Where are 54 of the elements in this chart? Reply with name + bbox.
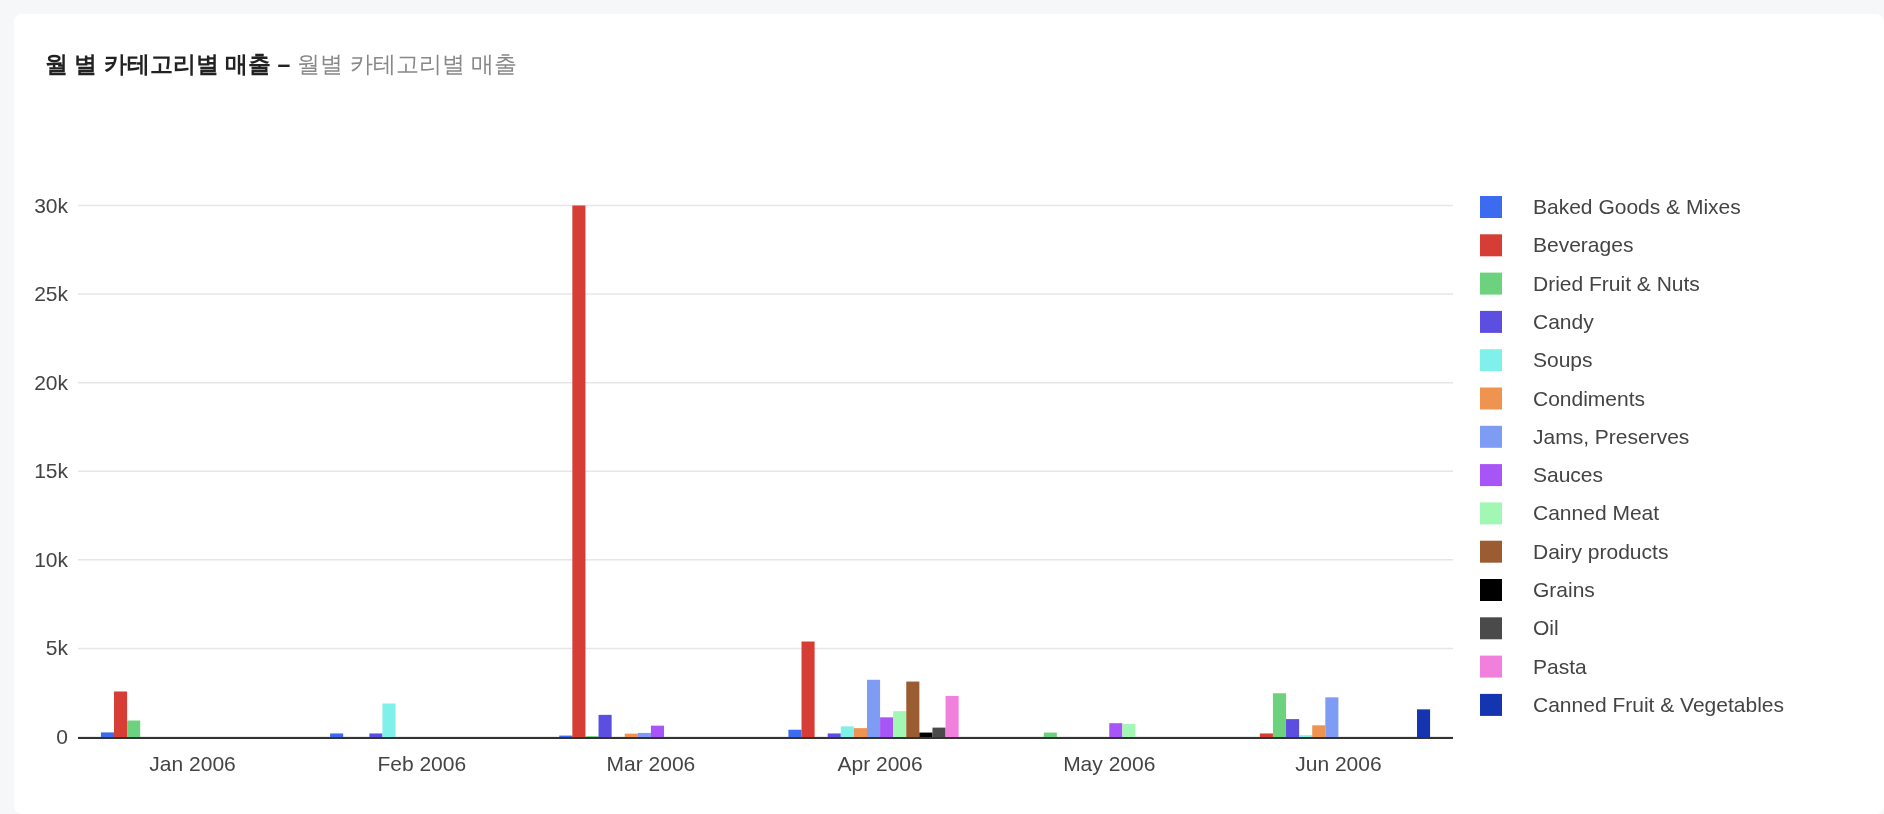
bar [788,729,802,737]
bar [1272,693,1287,737]
y-tick-label: 0 [56,725,68,748]
bar [801,641,815,737]
bar [853,728,867,737]
bar [637,732,651,737]
legend-label: Dried Fruit & Nuts [1533,271,1700,295]
bar [1325,697,1339,737]
bar [1122,724,1136,737]
bar [840,726,854,737]
bar [827,733,841,737]
x-tick-label: Mar 2006 [606,752,696,775]
bar [369,733,383,737]
x-tick-label: Feb 2006 [377,752,467,775]
y-tick-label: 20k [34,370,69,394]
legend-label: Grains [1533,578,1595,601]
x-tick-label: May 2006 [1063,752,1156,775]
bar [1286,719,1300,737]
chart-title: 월 별 카테고리별 매출 – [45,51,291,77]
legend-label: Baked Goods & Mixes [1533,195,1741,218]
bar [330,733,344,737]
x-tick-label: Jan 2006 [149,752,236,775]
bar [866,679,881,737]
bar [100,732,115,737]
legend-label: Sauces [1533,463,1604,487]
y-tick-label: 15k [34,459,69,483]
bar [382,703,396,737]
legend-label: Canned Meat [1533,501,1660,525]
bar [1312,725,1326,737]
y-tick-label: 25k [34,282,69,306]
legend-label: Canned Fruit & Vegetables [1533,692,1784,716]
bar [598,714,612,737]
y-tick-label: 30k [34,193,69,217]
y-tick-label: 5k [45,636,69,660]
legend-label: Jams, Preserves [1533,424,1690,448]
bar [1043,732,1057,737]
legend-label: Dairy products [1533,539,1669,563]
chart-subtitle: 월별 카테고리별 매출 [297,51,518,77]
legend-label: Beverages [1533,233,1634,257]
x-tick-label: Apr 2006 [837,752,923,775]
bar [127,720,141,737]
bar [114,691,128,737]
legend-label: Condiments [1533,386,1646,410]
bar [880,717,894,737]
bar [572,205,586,737]
legend-label: Soups [1533,348,1593,372]
x-tick-label: Jun 2006 [1295,752,1382,775]
y-tick-label: 10k [34,547,69,571]
legend-label: Pasta [1533,654,1588,678]
bar [1259,733,1273,737]
bar [1109,723,1123,737]
legend-label: Candy [1533,309,1595,333]
legend-label: Oil [1533,616,1559,640]
bar [650,725,665,737]
